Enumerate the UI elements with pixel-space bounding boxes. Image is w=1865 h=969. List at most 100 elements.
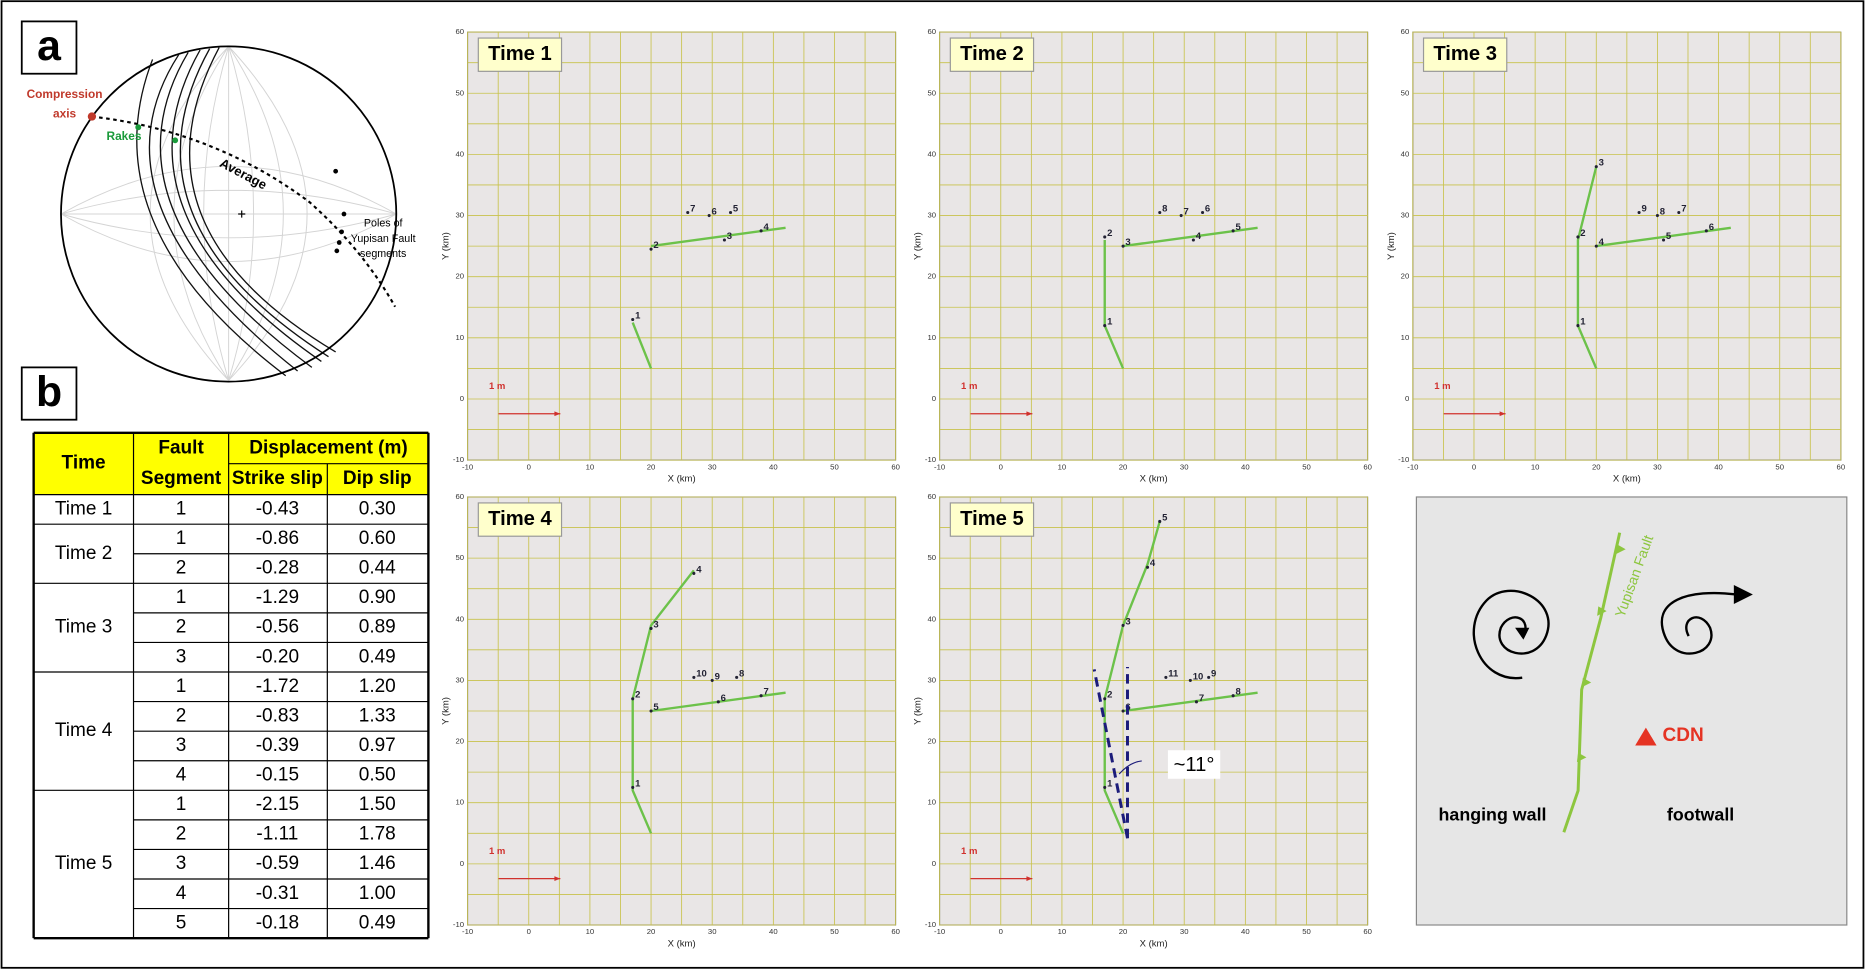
fault-node (649, 709, 653, 713)
fault-node (1121, 623, 1125, 627)
x-axis-label: X (km) (1613, 474, 1641, 485)
x-tick-label: 0 (999, 462, 1003, 471)
fault-node (1231, 229, 1235, 233)
fault-node (1103, 235, 1107, 239)
table-cell: -0.59 (256, 853, 299, 874)
x-tick-label: 40 (1714, 462, 1723, 471)
table-cell: 3 (176, 735, 187, 756)
x-axis-label: X (km) (1140, 939, 1168, 950)
table-cell: -0.43 (256, 498, 299, 519)
table-cell: 3 (176, 646, 187, 667)
model-plot: -10-10 0 0 10 10 20 20 30 30 40 40 50 50 60 60 X (km) Y … (913, 492, 1372, 950)
y-axis-label: Y (km) (913, 697, 924, 725)
fault-node (1594, 244, 1598, 248)
node-label: 2 (635, 690, 640, 701)
time-cell: Time 3 (55, 617, 112, 638)
panel-title: Time 1 (488, 43, 552, 65)
fault-node (1704, 229, 1708, 233)
x-tick-label: 50 (1302, 927, 1311, 936)
x-tick-label: 30 (708, 462, 717, 471)
x-tick-label: 10 (586, 927, 595, 936)
x-tick-label: 60 (891, 462, 900, 471)
scale-label: 1 m (961, 846, 977, 857)
fault-node (1194, 700, 1198, 704)
fault-node (692, 571, 696, 575)
node-label: 2 (1107, 228, 1112, 239)
table-cell: -0.56 (256, 617, 299, 638)
node-label: 10 (696, 668, 707, 679)
compression-axis-label: Compression (27, 87, 103, 101)
fault-node (1188, 678, 1192, 682)
node-label: 8 (739, 668, 744, 679)
y-tick-label: 10 (927, 333, 936, 342)
fault-node (631, 317, 635, 322)
panel-title: Time 4 (488, 508, 552, 530)
fault-node (649, 626, 653, 630)
x-tick-label: 20 (647, 462, 656, 471)
node-label: 5 (653, 702, 659, 713)
scale-arrowhead (1026, 411, 1033, 417)
node-label: 8 (1660, 206, 1665, 217)
panel-title-box (1422, 37, 1508, 72)
fault-node (716, 700, 720, 704)
node-label: 1 (1107, 317, 1113, 328)
y-tick-label: -10 (453, 920, 464, 929)
table-cell: 1.00 (359, 883, 396, 904)
y-tick-label: 40 (455, 614, 464, 623)
x-tick-label: 50 (1775, 462, 1784, 471)
y-tick-label: 20 (1401, 272, 1410, 281)
x-axis-label: X (km) (668, 474, 696, 485)
y-tick-label: 20 (455, 272, 464, 281)
y-tick-label: 30 (927, 675, 936, 684)
angle-arc (1118, 760, 1142, 775)
rakes-label: Rakes (107, 129, 142, 143)
fault-node (1655, 213, 1659, 218)
node-label: 4 (1599, 237, 1605, 248)
x-tick-label: 10 (1058, 462, 1067, 471)
y-tick-label: 10 (455, 333, 464, 342)
fault-node (735, 675, 739, 679)
table-cell: -0.28 (256, 558, 299, 579)
spiral-arrow (1515, 627, 1530, 640)
table-cell: 0.50 (359, 765, 396, 786)
pole-point (341, 211, 347, 217)
node-label: 7 (1681, 203, 1686, 214)
primitive-circle (60, 45, 398, 383)
fault-node (1201, 210, 1205, 215)
table-cell: 0.30 (359, 498, 396, 519)
fault-node (1576, 235, 1580, 239)
node-label: 1 (1580, 317, 1586, 328)
compression-axis-point (87, 112, 97, 121)
scale-label: 1 m (1434, 381, 1450, 392)
node-label: 9 (1641, 203, 1646, 214)
model-plot: -10-10 0 0 10 10 20 20 30 30 40 40 50 50 60 60 X (km) Y … (441, 492, 900, 950)
x-tick-label: 60 (891, 927, 900, 936)
y-tick-label: 40 (927, 149, 936, 158)
y-tick-label: 10 (1401, 333, 1410, 342)
summary-box (1415, 496, 1848, 926)
node-label: 7 (690, 203, 695, 214)
fault-node (1207, 675, 1211, 679)
fault-node (649, 247, 653, 251)
y-tick-label: 60 (455, 492, 464, 501)
y-axis-label: Y (km) (913, 232, 924, 260)
y-tick-label: 60 (455, 27, 464, 36)
reference-line (1092, 669, 1129, 839)
node-label: 6 (721, 693, 726, 704)
y-tick-label: 60 (927, 492, 936, 501)
node-label: 1 (635, 310, 641, 321)
y-tick-label: 20 (927, 272, 936, 281)
fault-node (1121, 244, 1125, 248)
rotation-spiral (1472, 589, 1550, 680)
y-tick-label: 60 (1401, 27, 1410, 36)
fault-trace (650, 226, 786, 248)
x-tick-label: 30 (1180, 462, 1189, 471)
rake-point (172, 137, 179, 144)
fault-node (1103, 785, 1107, 789)
fault-trace (1596, 226, 1731, 248)
x-tick-label: 10 (586, 462, 595, 471)
y-tick-label: 0 (460, 394, 464, 403)
x-tick-label: -10 (1407, 462, 1418, 471)
panel-label-box (20, 20, 78, 75)
